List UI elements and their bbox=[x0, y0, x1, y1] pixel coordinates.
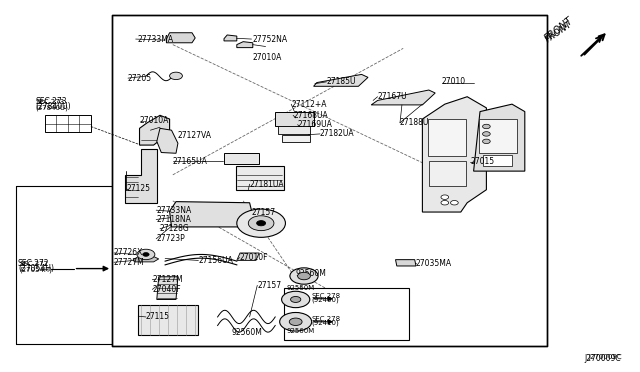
Polygon shape bbox=[237, 253, 259, 260]
Text: SEC.272: SEC.272 bbox=[19, 261, 48, 267]
Polygon shape bbox=[170, 202, 253, 227]
Bar bbox=[138, 305, 198, 335]
Bar bbox=[224, 153, 259, 164]
Text: 27727M: 27727M bbox=[114, 258, 145, 267]
Circle shape bbox=[441, 201, 449, 205]
Text: 92560M: 92560M bbox=[287, 328, 315, 334]
Circle shape bbox=[289, 318, 302, 326]
Text: (27840U): (27840U) bbox=[35, 102, 71, 111]
Text: J270009C: J270009C bbox=[588, 354, 622, 360]
Text: 27040F: 27040F bbox=[152, 285, 181, 294]
Polygon shape bbox=[371, 90, 435, 105]
Text: (27840U): (27840U) bbox=[35, 105, 68, 111]
Text: 27733MA: 27733MA bbox=[138, 35, 173, 44]
Circle shape bbox=[143, 253, 149, 256]
Text: SEC.272: SEC.272 bbox=[18, 259, 49, 268]
Circle shape bbox=[137, 249, 155, 260]
Bar bbox=[275, 112, 314, 126]
Text: 27188U: 27188U bbox=[400, 118, 429, 127]
Text: 27723P: 27723P bbox=[156, 234, 185, 243]
Text: 27733NA: 27733NA bbox=[156, 206, 191, 215]
Bar bbox=[112, 15, 547, 346]
Circle shape bbox=[170, 72, 182, 80]
Text: 27125: 27125 bbox=[127, 185, 151, 193]
Circle shape bbox=[298, 272, 310, 280]
Polygon shape bbox=[157, 128, 178, 153]
Text: J270009C: J270009C bbox=[584, 354, 621, 363]
Bar bbox=[236, 166, 284, 190]
Text: SEC.278: SEC.278 bbox=[311, 293, 340, 299]
Circle shape bbox=[451, 201, 458, 205]
Text: 27010F: 27010F bbox=[239, 253, 268, 262]
Text: 92560M: 92560M bbox=[296, 269, 326, 278]
Text: SEC.273: SEC.273 bbox=[35, 97, 67, 106]
Text: 27165UA: 27165UA bbox=[173, 157, 207, 166]
Circle shape bbox=[291, 296, 301, 302]
Polygon shape bbox=[396, 260, 416, 266]
Bar bbox=[278, 126, 310, 134]
Text: (27054H): (27054H) bbox=[19, 267, 52, 273]
Circle shape bbox=[282, 291, 310, 308]
Polygon shape bbox=[314, 74, 368, 86]
Text: 27010A: 27010A bbox=[253, 53, 282, 62]
Text: 27010A: 27010A bbox=[140, 116, 169, 125]
Polygon shape bbox=[224, 35, 237, 41]
Polygon shape bbox=[133, 256, 159, 262]
Polygon shape bbox=[140, 115, 170, 145]
Text: 27118NA: 27118NA bbox=[156, 215, 191, 224]
Circle shape bbox=[257, 221, 266, 226]
Circle shape bbox=[237, 209, 285, 237]
Text: 27752NA: 27752NA bbox=[253, 35, 288, 44]
Text: SEC.273: SEC.273 bbox=[35, 99, 65, 105]
Text: 27726X: 27726X bbox=[114, 248, 143, 257]
Text: 27181UA: 27181UA bbox=[250, 180, 284, 189]
Text: 27185U: 27185U bbox=[326, 77, 356, 86]
Text: 27168UA: 27168UA bbox=[293, 111, 328, 120]
Bar bbox=[429, 161, 466, 186]
Bar bbox=[284, 288, 409, 340]
Bar bbox=[483, 155, 512, 166]
Text: 27128G: 27128G bbox=[160, 224, 189, 233]
Circle shape bbox=[483, 132, 490, 136]
Polygon shape bbox=[474, 104, 525, 171]
Circle shape bbox=[483, 139, 490, 144]
Polygon shape bbox=[166, 33, 195, 43]
Text: 27035MA: 27035MA bbox=[416, 259, 452, 267]
Text: SEC.278: SEC.278 bbox=[311, 316, 340, 322]
Text: FRONT: FRONT bbox=[543, 20, 574, 45]
Text: 27157: 27157 bbox=[252, 208, 276, 217]
Text: 92560M: 92560M bbox=[287, 285, 315, 291]
Text: 27015: 27015 bbox=[470, 157, 495, 166]
Text: 27182UA: 27182UA bbox=[320, 129, 355, 138]
Text: 27167U: 27167U bbox=[378, 92, 407, 101]
Polygon shape bbox=[422, 97, 486, 212]
Bar bbox=[428, 119, 466, 156]
Circle shape bbox=[483, 124, 490, 129]
Text: 27169UA: 27169UA bbox=[298, 120, 332, 129]
Circle shape bbox=[441, 195, 449, 199]
Text: 27115: 27115 bbox=[146, 312, 170, 321]
Text: 27112+A: 27112+A bbox=[291, 100, 326, 109]
Bar bbox=[479, 119, 517, 153]
Text: 27156UA: 27156UA bbox=[198, 256, 233, 265]
Polygon shape bbox=[237, 42, 253, 48]
Text: 27127M: 27127M bbox=[152, 275, 183, 284]
Circle shape bbox=[280, 312, 312, 331]
Text: (27054H): (27054H) bbox=[18, 264, 54, 273]
Text: (92410): (92410) bbox=[311, 320, 339, 326]
Circle shape bbox=[290, 268, 318, 284]
Polygon shape bbox=[125, 149, 157, 203]
Text: 27127VA: 27127VA bbox=[178, 131, 212, 140]
Text: 27010: 27010 bbox=[442, 77, 466, 86]
Bar bbox=[282, 135, 310, 142]
Circle shape bbox=[248, 216, 274, 231]
Polygon shape bbox=[157, 277, 178, 299]
Text: 27205: 27205 bbox=[128, 74, 152, 83]
Text: 92560M: 92560M bbox=[232, 328, 262, 337]
Bar bbox=[45, 115, 91, 132]
Text: 27157: 27157 bbox=[257, 281, 282, 290]
Text: FRONT: FRONT bbox=[543, 16, 575, 44]
Text: (92400): (92400) bbox=[311, 296, 339, 303]
